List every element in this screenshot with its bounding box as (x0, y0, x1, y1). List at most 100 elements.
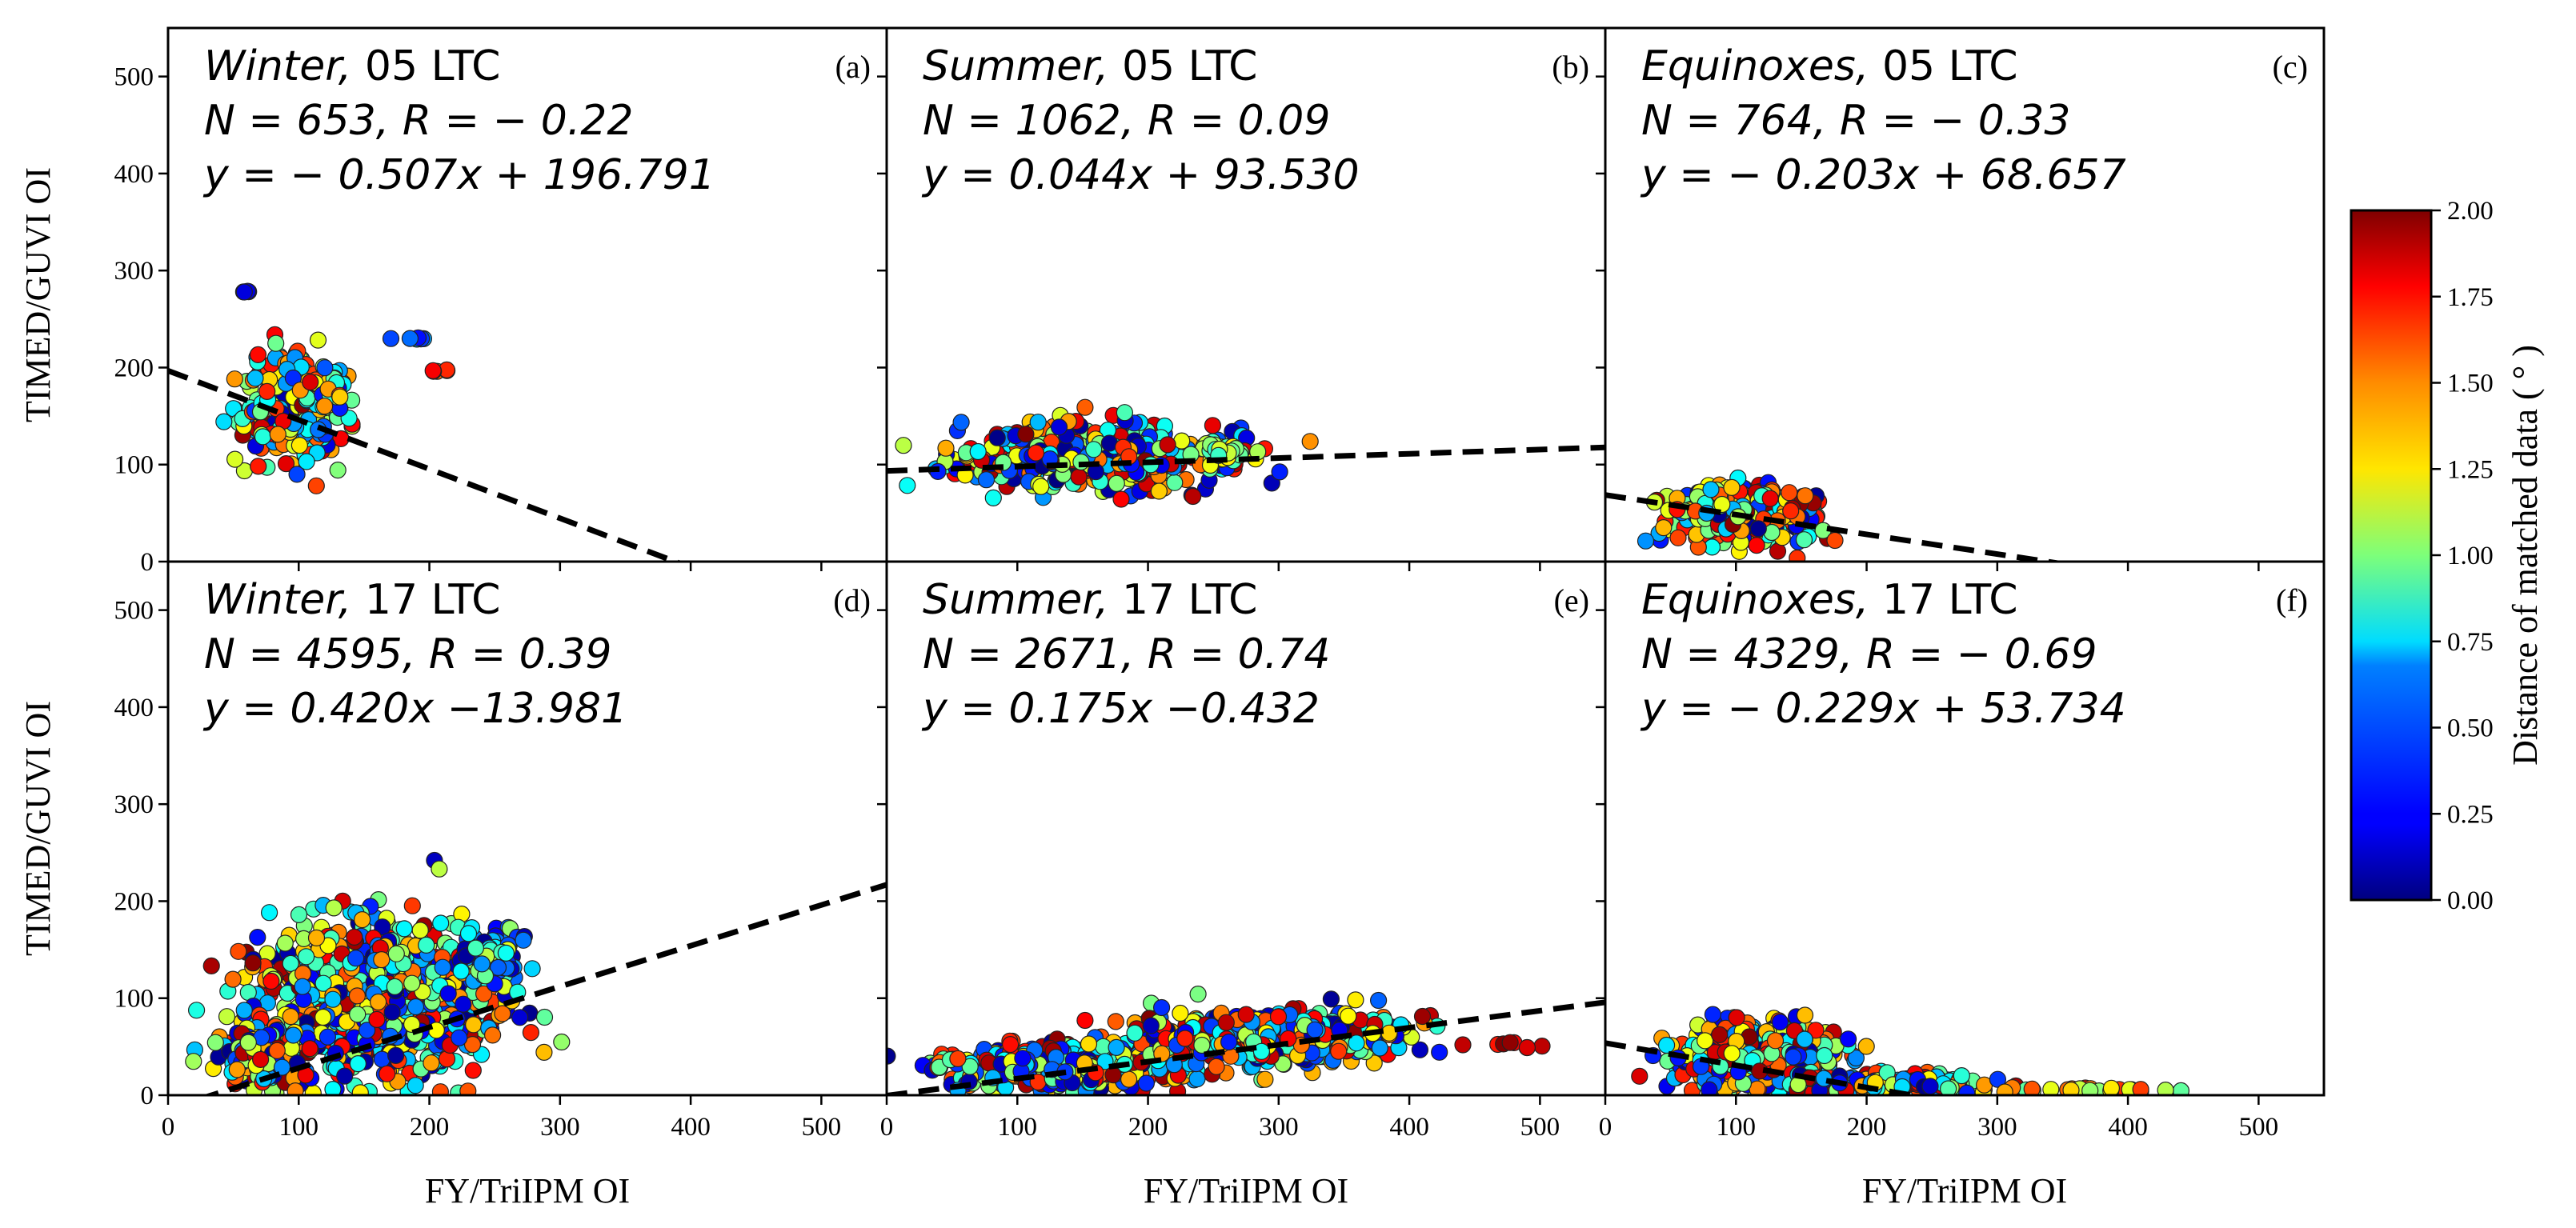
scatter-point (403, 1015, 421, 1034)
scatter-point (431, 860, 448, 878)
scatter-point (244, 954, 262, 972)
scatter-point (325, 899, 343, 917)
panel-letter: (a) (835, 49, 871, 85)
scatter-point (307, 929, 326, 947)
panel-letter: (c) (2273, 49, 2308, 85)
y-tick-label: 200 (114, 887, 154, 916)
scatter-point (473, 955, 491, 973)
panel-title: Summer, 17 LTC (923, 576, 1257, 624)
scatter-point (494, 1005, 511, 1022)
scatter-point (424, 362, 442, 379)
x-axis-label: FY/TriIPM OI (1862, 1171, 2067, 1210)
y-axis-label: TIMED/GUVI OI (18, 701, 58, 956)
scatter-point (228, 1061, 246, 1078)
scatter-point (1795, 531, 1813, 549)
regression-line (202, 882, 887, 1095)
scatter-point (418, 936, 435, 954)
scatter-point (1050, 418, 1068, 436)
scatter-point (984, 489, 1002, 507)
scatter-point (515, 931, 532, 949)
scatter-point (307, 477, 325, 494)
scatter-point (1306, 1021, 1324, 1038)
scatter-point (1252, 1042, 1271, 1060)
scatter-point (262, 972, 280, 990)
ltc-label: 05 LTC (365, 42, 501, 90)
scatter-point (553, 1033, 571, 1051)
scatter-point (382, 330, 400, 347)
scatter-point (1701, 1081, 1718, 1095)
scatter-point (354, 910, 371, 929)
colorbar-tick-label: 2.00 (2447, 197, 2494, 226)
scatter-point (1501, 1034, 1519, 1051)
scatter-point (1237, 1006, 1255, 1023)
scatter-point (252, 1050, 270, 1069)
scatter-point (1142, 1017, 1160, 1034)
scatter-point (459, 925, 478, 942)
panel-letter: (f) (2276, 582, 2308, 618)
scatter-point (347, 950, 365, 967)
stats-label: N = 653, R = − 0.22 (204, 97, 633, 145)
y-tick-label: 400 (114, 694, 154, 722)
scatter-point (351, 1084, 369, 1095)
x-tick-label: 400 (1389, 1113, 1429, 1142)
x-axis-label: FY/TriIPM OI (1144, 1171, 1348, 1210)
scatter-point (1365, 1054, 1383, 1072)
scatter-point (348, 987, 366, 1005)
scatter-point (1411, 1041, 1429, 1058)
colorbar-tick-label: 1.25 (2447, 455, 2494, 484)
scatter-point (387, 945, 405, 962)
panel-f: 0 100 200 300 400 500 Equinoxes, 17 LTC N = 432… (1596, 560, 2326, 1210)
scatter-point (1076, 1011, 1094, 1030)
scatter-point (969, 442, 987, 461)
ltc-label: 17 LTC (365, 576, 501, 624)
scatter-point (1076, 398, 1094, 416)
scatter-point (1785, 1048, 1802, 1066)
scatter-point (273, 1058, 291, 1076)
scatter-point (1188, 1070, 1206, 1088)
scatter-point (1953, 1066, 1970, 1085)
season-label: Summer, (923, 576, 1122, 624)
scatter-point (1085, 441, 1103, 458)
scatter-point (438, 1050, 456, 1068)
scatter-point (1204, 417, 1222, 434)
fit-equation: y = − 0.203x + 68.657 (1640, 151, 2126, 199)
scatter-points (895, 398, 1319, 508)
scatter-point (309, 331, 327, 349)
scatter-point (1193, 1036, 1211, 1054)
scatter-point (1176, 1030, 1194, 1047)
scatter-point (282, 1007, 299, 1026)
scatter-point (1189, 985, 1207, 1003)
scatter-point (1847, 1049, 1865, 1067)
scatter-point (403, 974, 421, 992)
scatter-point (2042, 1081, 2060, 1095)
panel-letter: (e) (1554, 582, 1589, 618)
scatter-point (1816, 1046, 1833, 1065)
scatter-point (1669, 529, 1687, 546)
x-tick-label: 500 (802, 1113, 842, 1142)
scatter-point (451, 1029, 468, 1046)
fit-equation: y = 0.175x −0.432 (921, 685, 1320, 733)
panel-title: Winter, 17 LTC (204, 576, 500, 624)
scatter-point (1766, 1032, 1785, 1050)
x-tick-label: 300 (1259, 1113, 1299, 1142)
y-tick-label: 500 (114, 63, 154, 92)
scatter-point (294, 978, 311, 995)
scatter-point (1796, 1030, 1813, 1048)
scatter-point (1857, 1038, 1875, 1055)
panel-title: Equinoxes, 17 LTC (1641, 576, 2018, 624)
scatter-point (535, 1008, 554, 1026)
scatter-point (349, 1054, 367, 1073)
scatter-point (316, 398, 334, 415)
scatter-point (368, 1010, 386, 1029)
scatter-point (359, 1022, 376, 1039)
scatter-point (1533, 1037, 1551, 1055)
scatter-point (1112, 490, 1130, 508)
scatter-point (258, 382, 276, 400)
scatter-point (511, 1009, 529, 1026)
panel-title: Equinoxes, 05 LTC (1641, 42, 2018, 90)
regression-line (887, 999, 1605, 1095)
scatter-point (431, 1083, 449, 1095)
x-tick-label: 0 (880, 1113, 894, 1142)
scatter-point (1107, 1013, 1124, 1030)
y-tick-label: 500 (114, 597, 154, 626)
